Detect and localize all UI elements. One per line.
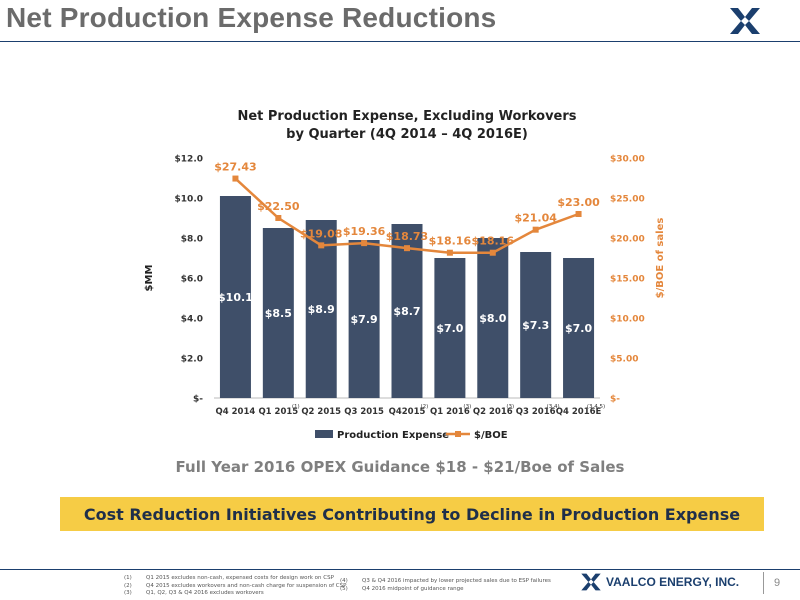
line-point-boe xyxy=(575,211,582,217)
line-point-boe xyxy=(232,175,239,182)
chart-title-line: by Quarter (4Q 2014 – 4Q 2016E) xyxy=(286,127,528,142)
y2-tick-label: $20.00 xyxy=(610,235,645,245)
footnote: (1) Q1 2015 excludes non-cash, expensed c… xyxy=(124,575,334,581)
title-divider xyxy=(0,41,800,42)
vaalco-logo-small-icon xyxy=(581,573,601,591)
y2-tick-label: $5.00 xyxy=(610,355,638,365)
y-tick-label: $6.0 xyxy=(181,275,203,285)
highlight-banner: Cost Reduction Initiatives Contributing … xyxy=(60,497,764,531)
x-tick-label: Q2 2016 xyxy=(473,407,513,417)
line-point-boe xyxy=(404,245,410,252)
footnote: (5) Q4 2016 midpoint of guidance range xyxy=(340,585,464,592)
page-number: 9 xyxy=(774,577,781,589)
line-point-boe xyxy=(532,226,539,233)
y-tick-label: $4.0 xyxy=(181,315,203,325)
opex-guidance: Full Year 2016 OPEX Guidance $18 - $21/B… xyxy=(175,458,625,476)
y2-tick-label: $25.00 xyxy=(610,195,645,205)
legend-swatch-production-expense xyxy=(315,430,333,438)
x-tick-label: Q4 2014 xyxy=(216,407,256,417)
x-tick-label: Q1 2016 xyxy=(430,407,470,417)
line-data-label: $22.50 xyxy=(257,200,300,213)
y-tick-label: $8.0 xyxy=(181,235,203,245)
x-tick-label: Q4 2016E xyxy=(556,407,602,417)
footer-divider xyxy=(0,569,800,570)
line-point-boe xyxy=(489,249,496,256)
line-point-boe xyxy=(446,249,453,256)
y-tick-label: $10.0 xyxy=(175,195,203,205)
x-footnote-mark: (1) xyxy=(292,404,300,410)
x-footnote-mark: (2) xyxy=(421,404,429,410)
bar-production-expense xyxy=(391,224,423,398)
company-brand: VAALCO ENERGY, INC. xyxy=(580,572,739,592)
bar-data-label: $7.9 xyxy=(351,313,378,326)
line-data-label: $18.73 xyxy=(386,230,428,243)
bar-production-expense xyxy=(563,258,595,398)
line-point-boe xyxy=(275,215,282,221)
y-tick-label: $12.0 xyxy=(175,155,203,165)
y2-tick-label: $- xyxy=(610,395,620,405)
bar-data-label: $8.0 xyxy=(479,312,506,325)
bar-production-expense xyxy=(305,220,337,398)
bar-data-label: $7.3 xyxy=(522,319,549,332)
x-tick-label: Q3 2015 xyxy=(344,407,384,417)
x-tick-label: Q2 2015 xyxy=(301,407,341,417)
bar-production-expense xyxy=(477,238,509,398)
bar-data-label: $8.5 xyxy=(265,307,292,320)
footer-separator xyxy=(763,572,764,594)
y-tick-label: $2.0 xyxy=(181,355,203,365)
x-tick-label: Q1 2015 xyxy=(258,407,298,417)
line-point-boe xyxy=(361,240,368,247)
legend-label-boe: $/BOE xyxy=(474,430,508,441)
x-tick-label: Q42015 xyxy=(389,407,426,417)
legend-label-production-expense: Production Expense xyxy=(337,430,449,441)
line-data-label: $18.16 xyxy=(429,235,472,248)
bar-data-label: $10.1 xyxy=(218,291,253,304)
bar-data-label: $8.9 xyxy=(308,303,335,316)
line-data-label: $27.43 xyxy=(214,161,256,174)
y2-tick-label: $10.00 xyxy=(610,315,645,325)
footnote: (2) Q4 2015 excludes workovers and non-ca… xyxy=(124,582,347,589)
line-data-label: $21.04 xyxy=(514,212,557,225)
company-name: VAALCO ENERGY, INC. xyxy=(606,575,740,589)
footnote: (4) Q3 & Q4 2016 impacted by lower projec… xyxy=(340,578,551,584)
x-footnote-mark: (3,4) xyxy=(547,404,560,410)
y-axis-label: $MM xyxy=(144,265,155,292)
line-data-label: $19.36 xyxy=(343,225,386,238)
chart-title-line: Net Production Expense, Excluding Workov… xyxy=(237,109,576,124)
page-title: Net Production Expense Reductions xyxy=(6,2,497,33)
y2-tick-label: $30.00 xyxy=(610,155,645,165)
bar-production-expense xyxy=(262,228,294,398)
bar-data-label: $8.7 xyxy=(393,305,420,318)
x-tick-label: Q3 2016 xyxy=(516,407,556,417)
bar-data-label: $7.0 xyxy=(436,322,463,335)
bar-production-expense xyxy=(520,252,552,398)
line-data-label: $23.00 xyxy=(557,196,600,209)
y-tick-label: $- xyxy=(193,395,203,405)
x-footnote-mark: (3) xyxy=(506,404,514,410)
banner-text: Cost Reduction Initiatives Contributing … xyxy=(83,504,741,524)
footnotes-left: (1) Q1 2015 excludes non-cash, expensed c… xyxy=(124,575,346,598)
bar-production-expense xyxy=(219,196,251,398)
line-data-label: $19.08 xyxy=(300,227,342,240)
y2-tick-label: $15.00 xyxy=(610,275,645,285)
y2-axis-label: $/BOE of sales xyxy=(655,218,666,299)
line-data-label: $18.16 xyxy=(472,235,515,248)
bar-production-expense xyxy=(348,240,380,398)
vaalco-logo-icon xyxy=(730,8,760,34)
legend-marker-boe xyxy=(455,431,461,437)
x-footnote-mark: (3) xyxy=(463,404,471,410)
line-point-boe xyxy=(318,242,325,249)
bar-production-expense xyxy=(434,258,466,398)
footnotes-right: (4) Q3 & Q4 2016 impacted by lower projec… xyxy=(340,578,551,593)
x-footnote-mark: (3,4,5) xyxy=(587,404,605,410)
footnote: (3) Q1, Q2, Q3 & Q4 2016 excludes workove… xyxy=(124,590,264,596)
bar-data-label: $7.0 xyxy=(565,322,592,335)
